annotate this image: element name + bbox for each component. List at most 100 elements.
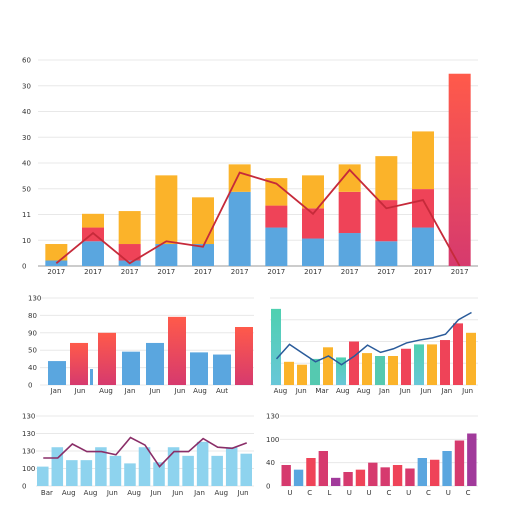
c1-bar-blue: [192, 244, 214, 266]
c5-x-tick: C: [426, 489, 431, 497]
c4-x-tick: Jun: [237, 489, 249, 497]
c2-bar: [235, 327, 253, 385]
c1-x-tick: 2017: [47, 268, 65, 276]
c3-bar: [284, 361, 294, 385]
c5-x-tick: U: [406, 489, 411, 497]
c3-x-tick: Jun: [295, 387, 307, 395]
c1-x-tick: 2017: [341, 268, 359, 276]
c3-bar: [297, 364, 307, 385]
c5-y-tick: 100: [266, 436, 279, 444]
c1-y-tick: 10: [22, 237, 31, 245]
c1-y-tick: 40: [22, 160, 31, 168]
c4-y-tick: 100: [22, 465, 35, 473]
c3-bar: [453, 323, 463, 385]
c3-x-tick: Mar: [315, 387, 328, 395]
c1-bar-blue: [302, 238, 324, 266]
c2-x-tick: Jun: [174, 387, 186, 395]
c1-bar-orange: [118, 211, 141, 245]
c1-bar-blue: [45, 260, 68, 266]
c1-bar-orange: [265, 178, 288, 206]
c3-bar: [362, 353, 372, 385]
c3-bar: [323, 347, 333, 385]
c3-bar: [388, 356, 398, 385]
c5-bar: [355, 469, 366, 486]
c1-x-tick: 2017: [414, 268, 432, 276]
c4-x-tick: Jun: [149, 489, 161, 497]
c4-y-tick: 130: [22, 413, 35, 421]
c4-bar: [182, 455, 194, 486]
c1-bar-blue: [375, 241, 398, 266]
c5-x-tick: U: [367, 489, 372, 497]
c5-x-tick: L: [328, 489, 332, 497]
c1-x-tick: 2017: [304, 268, 322, 276]
c2-bar: [70, 342, 88, 385]
c4-bar: [153, 462, 165, 486]
c5-x-tick: C: [307, 489, 312, 497]
c3-bar: [414, 344, 424, 385]
c1-x-tick: 2017: [194, 268, 212, 276]
c2-x-tick: Jan: [124, 387, 136, 395]
c2-bar: [190, 352, 208, 385]
c1-bar-blue: [265, 227, 288, 266]
c3-x-tick: Aug: [274, 387, 288, 395]
c1-x-tick: 2017: [267, 268, 285, 276]
c5-y-tick: 0: [266, 483, 270, 491]
c4-y-tick: 130: [22, 430, 35, 438]
c2-bar: [48, 361, 66, 385]
c1-y-tick: 40: [22, 108, 31, 116]
c5-bar: [293, 469, 304, 486]
c1-x-tick: 2017: [377, 268, 395, 276]
c1-x-tick: 2017: [121, 268, 139, 276]
c1-x-tick: 2017: [157, 268, 175, 276]
c4-x-tick: Jan: [193, 489, 205, 497]
c2-x-tick: Jun: [74, 387, 86, 395]
c1-bar-blue: [338, 233, 361, 266]
c3-x-tick: Jan: [440, 387, 452, 395]
c3-bar: [349, 341, 359, 385]
c5-bar: [306, 458, 316, 486]
c2-x-tick: Aug: [99, 387, 113, 395]
c1-x-tick: 2017: [231, 268, 249, 276]
c1-bar-orange: [412, 131, 434, 190]
c1-bar-red: [302, 208, 324, 239]
c5-bar: [417, 458, 427, 486]
c1-y-tick: 50: [22, 185, 31, 193]
c4-x-tick: Jun: [106, 489, 118, 497]
c1-x-tick: 2017: [451, 268, 469, 276]
c2-y-tick: 90: [28, 329, 37, 337]
c5-y-tick: 130: [266, 413, 279, 421]
c3-bar: [440, 340, 450, 385]
c3-x-tick: Jun: [461, 387, 473, 395]
c2-bar: [90, 369, 93, 385]
c5-x-tick: U: [287, 489, 292, 497]
c5-bar: [380, 467, 390, 486]
c1-bar-orange: [338, 164, 361, 192]
c4-y-tick: 130: [22, 448, 35, 456]
c4-bar: [138, 447, 151, 486]
c3-bar: [336, 357, 346, 385]
c1-bar-orange: [155, 175, 178, 245]
c3-bar: [375, 356, 385, 385]
c5-bar: [454, 440, 465, 486]
c4-bar: [211, 455, 223, 486]
c4-bar: [225, 447, 238, 486]
c1-y-tick: 60: [22, 57, 31, 65]
c5-bar: [392, 465, 403, 486]
c4-bar: [124, 463, 136, 486]
c1-bar-red: [338, 191, 361, 234]
c4-bar: [240, 453, 252, 486]
c1-bar-blue: [228, 191, 251, 266]
c4-bar: [66, 460, 78, 486]
c2-x-tick: Jan: [50, 387, 62, 395]
c4-x-tick: Aug: [84, 489, 98, 497]
c2-bar: [122, 351, 140, 385]
c2-y-tick: 0: [28, 382, 32, 390]
c3-bar: [466, 332, 476, 385]
c5-x-tick: C: [466, 489, 471, 497]
c5-x-tick: U: [347, 489, 352, 497]
c3-x-tick: Aug: [336, 387, 350, 395]
c5-bar: [343, 472, 353, 486]
c5-y-tick: 40: [266, 459, 275, 467]
